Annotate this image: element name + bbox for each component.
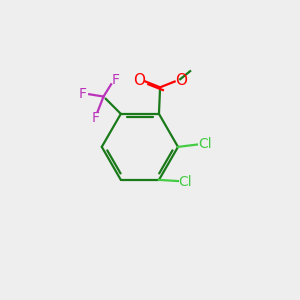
Text: O: O xyxy=(134,73,146,88)
Text: F: F xyxy=(92,111,99,125)
Text: Cl: Cl xyxy=(198,137,212,151)
Text: F: F xyxy=(78,87,86,101)
Text: O: O xyxy=(175,73,187,88)
Text: Cl: Cl xyxy=(179,175,192,188)
Text: F: F xyxy=(111,73,119,87)
